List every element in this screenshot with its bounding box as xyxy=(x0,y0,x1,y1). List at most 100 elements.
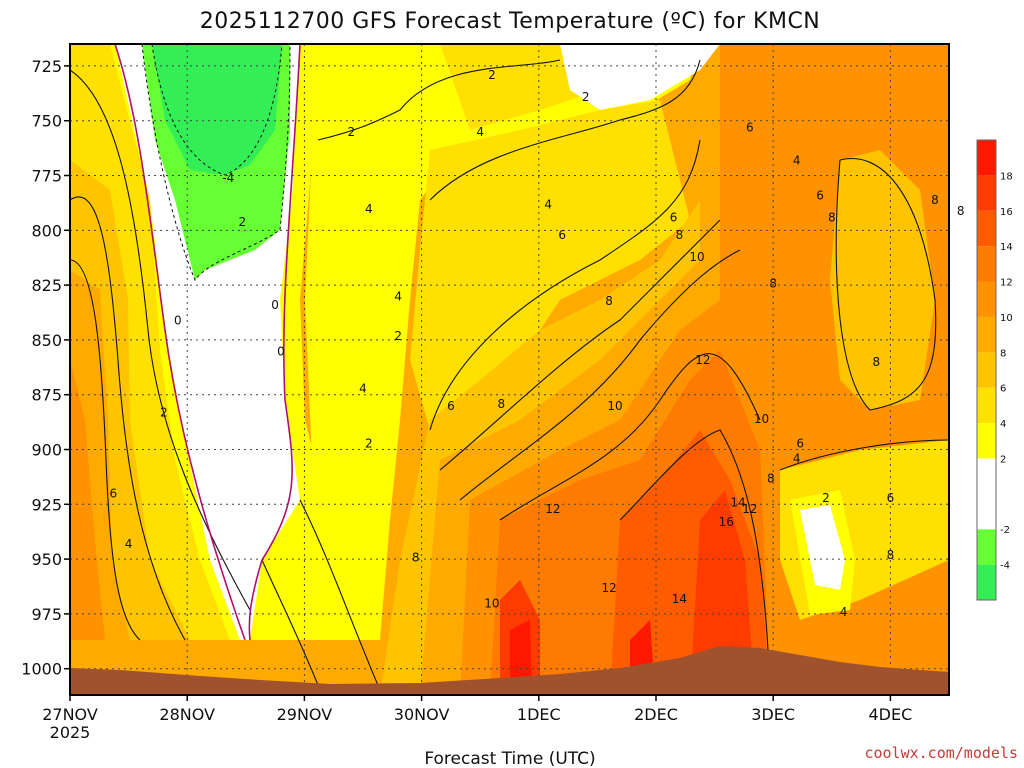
contour-label: 8 xyxy=(828,211,836,225)
contour-label: 2 xyxy=(347,125,355,139)
contour-label: 8 xyxy=(676,228,684,242)
x-tick-year: 2025 xyxy=(50,723,91,742)
contour-label: 2 xyxy=(160,406,168,420)
y-tick-label: 800 xyxy=(31,221,62,240)
contour-label: 8 xyxy=(412,550,420,564)
contour-label: 14 xyxy=(730,495,745,509)
contour-label: 14 xyxy=(672,592,687,606)
colorbar-swatch xyxy=(977,316,996,353)
x-axis: 27NOV 28NOV 29NOV 30NOV 1DEC 2DEC 3DEC 4DEC xyxy=(42,695,912,724)
colorbar-swatch xyxy=(977,458,996,494)
contour-label: 16 xyxy=(719,515,734,529)
y-tick-label: 825 xyxy=(31,276,62,295)
region-top-0 xyxy=(560,44,720,110)
contour-label: 4 xyxy=(544,197,552,211)
contour-label: 4 xyxy=(359,382,367,396)
region-mid-2 xyxy=(305,44,700,640)
contour-label: 4 xyxy=(394,289,402,303)
x-tick-label: 27NOV xyxy=(42,705,98,724)
contour-label: 6 xyxy=(110,487,118,501)
contour-label: 6 xyxy=(670,211,678,225)
colorbar-swatch xyxy=(977,423,996,459)
colorbar-label: -2 xyxy=(1000,525,1010,536)
contour-label: 4 xyxy=(793,452,801,466)
region-west-10 xyxy=(70,360,105,640)
colorbar-label: 8 xyxy=(1000,348,1006,359)
contour-label: 0 xyxy=(174,314,182,328)
x-tick-label: 29NOV xyxy=(277,705,333,724)
contour-label: 4 xyxy=(476,125,484,139)
colorbar-label: 2 xyxy=(1000,454,1006,465)
colorbar: -4 -2 2 4 6 8 10 12 14 16 18 xyxy=(976,139,1013,601)
contour-label: 2 xyxy=(488,68,496,82)
contour-label: 8 xyxy=(497,397,505,411)
colorbar-label: 6 xyxy=(1000,384,1006,395)
contour-label: 6 xyxy=(816,189,824,203)
contour-label: 6 xyxy=(558,228,566,242)
colorbar-label: -4 xyxy=(1000,561,1010,572)
grid xyxy=(70,44,949,695)
contour-label: 10 xyxy=(689,250,704,264)
colorbar-swatch xyxy=(977,210,996,247)
contour-label: 8 xyxy=(931,193,939,207)
x-axis-label: Forecast Time (UTC) xyxy=(424,749,595,768)
contour-label: 8 xyxy=(887,548,895,562)
contour-label: 8 xyxy=(767,471,775,485)
contour-label: 6 xyxy=(447,399,455,413)
colorbar-swatch xyxy=(977,352,996,388)
contour-label: 6 xyxy=(746,121,754,135)
y-tick-label: 950 xyxy=(31,550,62,569)
y-tick-label: 925 xyxy=(31,495,62,514)
colorbar-swatch xyxy=(977,564,996,600)
contour-label: 12 xyxy=(742,502,757,516)
contour-label: 12 xyxy=(601,581,616,595)
contour-lines xyxy=(70,59,949,691)
colorbar-swatch xyxy=(977,529,996,565)
colorbar-swatch xyxy=(977,281,996,317)
contour-label: 10 xyxy=(484,596,499,610)
contour-label: 4 xyxy=(793,154,801,168)
y-tick-label: 725 xyxy=(31,57,62,76)
contour-label: 4 xyxy=(365,202,373,216)
region-east-0 xyxy=(800,505,845,590)
contour-label: 10 xyxy=(607,399,622,413)
contour-label: 12 xyxy=(545,502,560,516)
colorbar-swatch xyxy=(977,140,996,176)
colorbar-label: 4 xyxy=(1000,419,1006,430)
y-tick-label: 875 xyxy=(31,386,62,405)
x-tick-label: 30NOV xyxy=(394,705,450,724)
x-tick-label: 2DEC xyxy=(634,705,678,724)
x-tick-label: 4DEC xyxy=(869,705,913,724)
x-tick-label: 1DEC xyxy=(517,705,561,724)
contour-label: 2 xyxy=(582,90,590,104)
y-tick-label: 975 xyxy=(31,605,62,624)
contour-label: 6 xyxy=(887,491,895,505)
contour-label: 8 xyxy=(957,204,965,218)
colorbar-swatch xyxy=(977,246,996,282)
colorbar-swatch xyxy=(977,175,996,211)
contour-label: 6 xyxy=(796,436,804,450)
colorbar-label: 16 xyxy=(1000,207,1013,218)
contour-label: 2 xyxy=(822,491,830,505)
freezing-contours xyxy=(114,44,301,641)
colorbar-frame xyxy=(976,139,997,601)
colorbar-label: 10 xyxy=(1000,313,1013,324)
region-top-4 xyxy=(440,44,600,130)
contour-label: 2 xyxy=(365,436,373,450)
y-tick-label: 750 xyxy=(31,112,62,131)
y-tick-label: 850 xyxy=(31,331,62,350)
colorbar-label: 12 xyxy=(1000,278,1013,289)
contour-label: 8 xyxy=(873,355,881,369)
region-east-6 xyxy=(830,150,935,410)
plot-frame xyxy=(69,43,950,696)
contour-label: 0 xyxy=(271,298,279,312)
x-tick-label: 28NOV xyxy=(159,705,215,724)
colorbar-swatch xyxy=(977,387,996,424)
contour-label: 8 xyxy=(605,294,613,308)
region-mid-16 xyxy=(690,490,755,695)
y-tick-label: 1000 xyxy=(21,660,62,679)
colorbar-label: 18 xyxy=(1000,171,1013,182)
y-tick-label: 775 xyxy=(31,167,62,186)
